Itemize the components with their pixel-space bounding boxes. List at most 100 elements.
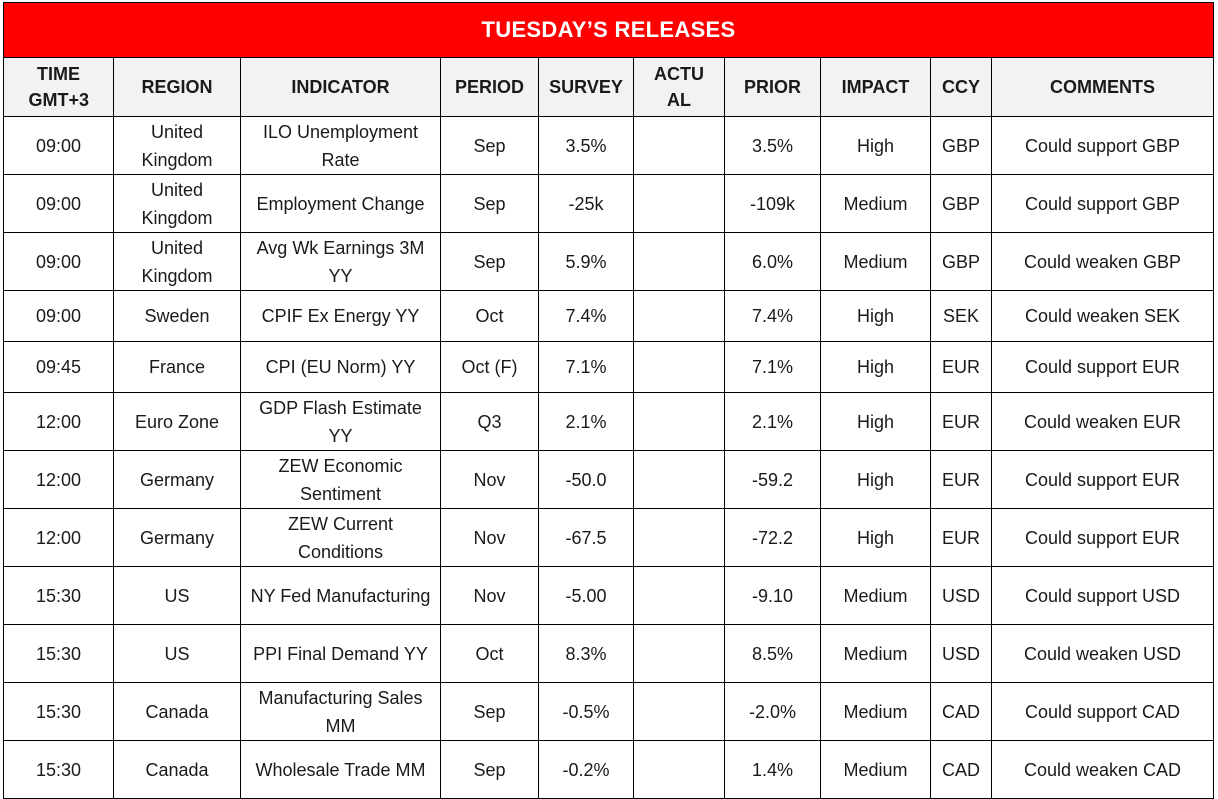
col-header-comments: COMMENTS — [990, 57, 1215, 117]
cell-actual — [633, 290, 725, 342]
cell-prior: -2.0% — [724, 682, 821, 741]
cell-period: Sep — [440, 740, 539, 799]
cell-prior: 3.5% — [724, 116, 821, 175]
table-row: 15:30 Canada Wholesale Trade MM Sep -0.2… — [3, 740, 1215, 799]
table-row: 09:00 United Kingdom Avg Wk Earnings 3M … — [3, 232, 1215, 291]
cell-time: 15:30 — [3, 566, 114, 625]
cell-time: 15:30 — [3, 624, 114, 683]
cell-period: Sep — [440, 116, 539, 175]
cell-impact: Medium — [820, 740, 931, 799]
cell-impact: Medium — [820, 624, 931, 683]
cell-prior: -9.10 — [724, 566, 821, 625]
cell-survey: -50.0 — [538, 450, 634, 509]
cell-ccy: GBP — [930, 232, 992, 291]
cell-indicator: NY Fed Manufacturing — [240, 566, 441, 625]
cell-prior: -72.2 — [724, 508, 821, 567]
cell-survey: 7.1% — [538, 341, 634, 393]
cell-actual — [633, 116, 725, 175]
cell-ccy: CAD — [930, 682, 992, 741]
cell-region: Euro Zone — [113, 392, 241, 451]
cell-comments: Could support CAD — [990, 682, 1215, 741]
cell-survey: 2.1% — [538, 392, 634, 451]
cell-indicator: GDP Flash Estimate YY — [240, 392, 441, 451]
cell-survey: 5.9% — [538, 232, 634, 291]
cell-comments: Could support EUR — [990, 341, 1215, 393]
cell-period: Sep — [440, 232, 539, 291]
cell-period: Oct — [440, 624, 539, 683]
cell-region: Germany — [113, 450, 241, 509]
cell-impact: Medium — [820, 566, 931, 625]
cell-indicator: Manufacturing Sales MM — [240, 682, 441, 741]
table-row: 09:00 United Kingdom ILO Unemployment Ra… — [3, 116, 1215, 175]
cell-indicator: ZEW Current Conditions — [240, 508, 441, 567]
cell-time: 15:30 — [3, 740, 114, 799]
cell-indicator: PPI Final Demand YY — [240, 624, 441, 683]
cell-actual — [633, 174, 725, 233]
cell-survey: -0.2% — [538, 740, 634, 799]
col-header-prior: PRIOR — [724, 57, 821, 117]
table-row: 12:00 Germany ZEW Economic Sentiment Nov… — [3, 450, 1215, 509]
cell-actual — [633, 682, 725, 741]
cell-indicator: Employment Change — [240, 174, 441, 233]
cell-comments: Could weaken CAD — [990, 740, 1215, 799]
table-row: 12:00 Germany ZEW Current Conditions Nov… — [3, 508, 1215, 567]
cell-ccy: EUR — [930, 341, 992, 393]
cell-ccy: CAD — [930, 740, 992, 799]
cell-impact: High — [820, 392, 931, 451]
cell-impact: High — [820, 450, 931, 509]
cell-impact: High — [820, 341, 931, 393]
cell-region: France — [113, 341, 241, 393]
cell-time: 12:00 — [3, 508, 114, 567]
col-header-impact: IMPACT — [820, 57, 931, 117]
table-row: 09:00 United Kingdom Employment Change S… — [3, 174, 1215, 233]
cell-prior: 8.5% — [724, 624, 821, 683]
table-row: 09:00 Sweden CPIF Ex Energy YY Oct 7.4% … — [3, 290, 1215, 342]
cell-survey: 7.4% — [538, 290, 634, 342]
cell-ccy: USD — [930, 566, 992, 625]
cell-survey: 3.5% — [538, 116, 634, 175]
cell-comments: Could support GBP — [990, 174, 1215, 233]
cell-period: Oct — [440, 290, 539, 342]
table-title: TUESDAY’S RELEASES — [2, 2, 1215, 58]
cell-prior: 2.1% — [724, 392, 821, 451]
cell-comments: Could weaken USD — [990, 624, 1215, 683]
cell-actual — [633, 341, 725, 393]
cell-indicator: CPIF Ex Energy YY — [240, 290, 441, 342]
table-row: 15:30 US PPI Final Demand YY Oct 8.3% 8.… — [3, 624, 1215, 683]
cell-survey: 8.3% — [538, 624, 634, 683]
cell-period: Q3 — [440, 392, 539, 451]
col-header-region: REGION — [113, 57, 241, 117]
cell-time: 09:45 — [3, 341, 114, 393]
cell-survey: -67.5 — [538, 508, 634, 567]
cell-comments: Could support EUR — [990, 508, 1215, 567]
cell-actual — [633, 232, 725, 291]
cell-prior: -109k — [724, 174, 821, 233]
cell-region: Canada — [113, 740, 241, 799]
cell-comments: Could weaken SEK — [990, 290, 1215, 342]
cell-time: 12:00 — [3, 392, 114, 451]
cell-period: Nov — [440, 450, 539, 509]
col-header-ccy: CCY — [930, 57, 992, 117]
cell-region: United Kingdom — [113, 174, 241, 233]
cell-indicator: ILO Unemployment Rate — [240, 116, 441, 175]
cell-ccy: EUR — [930, 392, 992, 451]
cell-prior: 6.0% — [724, 232, 821, 291]
cell-prior: 7.4% — [724, 290, 821, 342]
col-header-time: TIME GMT+3 — [3, 57, 114, 117]
cell-ccy: GBP — [930, 116, 992, 175]
cell-indicator: Avg Wk Earnings 3M YY — [240, 232, 441, 291]
cell-actual — [633, 740, 725, 799]
table-row: 15:30 Canada Manufacturing Sales MM Sep … — [3, 682, 1215, 741]
cell-impact: Medium — [820, 682, 931, 741]
cell-impact: High — [820, 116, 931, 175]
cell-region: US — [113, 566, 241, 625]
cell-survey: -0.5% — [538, 682, 634, 741]
table-row: 15:30 US NY Fed Manufacturing Nov -5.00 … — [3, 566, 1215, 625]
cell-comments: Could support EUR — [990, 450, 1215, 509]
cell-comments: Could support USD — [990, 566, 1215, 625]
cell-region: Canada — [113, 682, 241, 741]
cell-ccy: USD — [930, 624, 992, 683]
cell-ccy: GBP — [930, 174, 992, 233]
cell-survey: -25k — [538, 174, 634, 233]
